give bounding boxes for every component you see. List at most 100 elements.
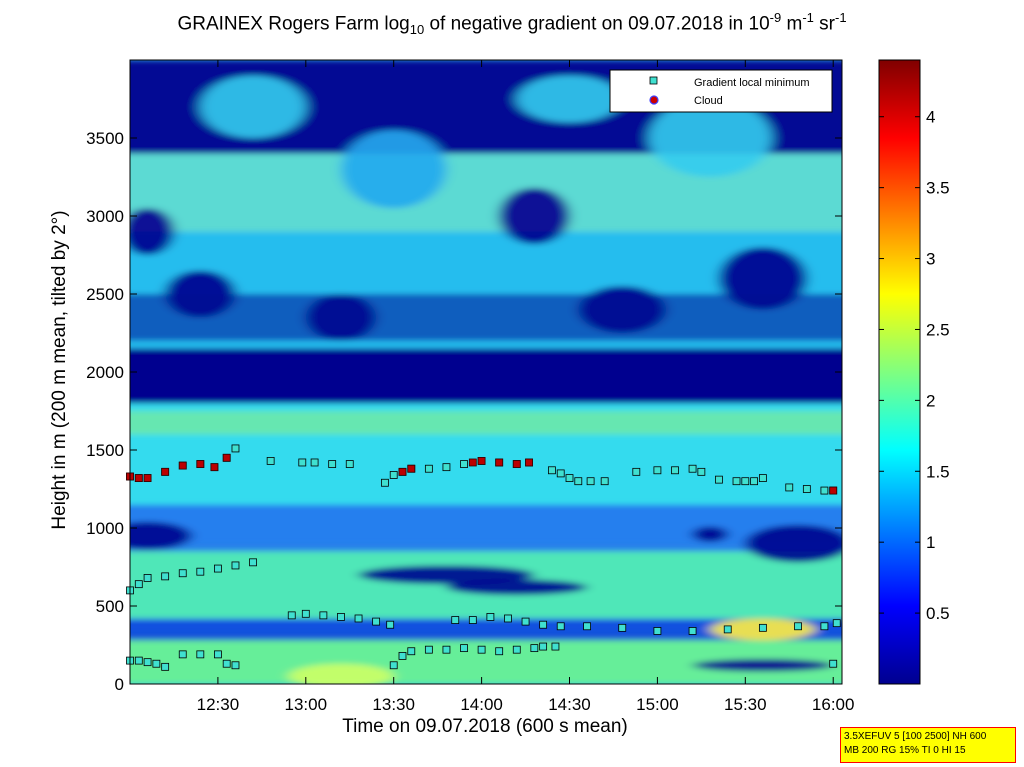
cloud-point [143,474,152,482]
gradient-minimum-point [829,659,838,668]
cloud-point [495,458,504,467]
cloud-point [512,460,521,468]
y-axis-label: Height in m (200 m mean, tilted by 2°) [49,210,70,530]
chart-title: GRAINEX Rogers Farm log10 of negative gr… [177,10,847,38]
x-tick-label: 14:30 [548,695,591,714]
gradient-minimum-point [407,647,416,656]
gradient-minimum-point [732,477,741,486]
y-tick-label: 0 [115,675,124,694]
colorbar-tick-label: 4 [926,108,935,127]
gradient-minimum-point [287,611,296,620]
gradient-minimum-point [386,620,395,629]
cloud-point [468,458,477,467]
legend-label-minimum: Gradient local minimum [694,77,810,89]
gradient-minimum-point [249,558,257,567]
gradient-minimum-point [477,645,486,654]
cloud-point [210,463,219,472]
gradient-minimum-point [715,475,723,484]
gradient-minimum-point [583,622,591,631]
gradient-minimum-point [196,567,205,576]
gradient-minimum-point [231,561,240,570]
gradient-minimum-point [653,627,662,635]
gradient-minimum-point [565,474,574,482]
gradient-minimum-point [460,644,468,653]
gradient-minimum-point [298,458,307,467]
gradient-minimum-point [574,477,583,486]
gradient-minimum-point [758,623,767,632]
gradient-minimum-point [618,623,627,632]
gradient-minimum-point [556,622,565,631]
gradient-minimum-point [196,650,205,659]
gradient-minimum-point [539,642,548,651]
gradient-minimum-point [301,609,310,618]
x-tick-label: 16:00 [812,695,855,714]
cloud-point [407,464,416,473]
gradient-minimum-point [214,650,222,659]
gradient-minimum-point [442,645,451,654]
gradient-minimum-point [556,469,565,478]
gradient-minimum-point [521,617,530,626]
gradient-minimum-point [134,580,143,589]
cloud-point [525,458,533,467]
gradient-minimum-point [551,642,560,651]
gradient-minimum-point [152,659,161,668]
gradient-minimum-point [653,466,662,475]
colorbar-tick-label: 2.5 [926,320,950,339]
gradient-minimum-point [512,645,521,654]
colorbar-tick-label: 1 [926,533,935,552]
gradient-minimum-point [632,467,641,476]
gradient-minimum-point [161,662,170,671]
gradient-minimum-point [381,478,389,487]
gradient-minimum-point [785,483,794,492]
gradient-minimum-point [214,564,222,573]
colorbar-tick-label: 3 [926,250,935,269]
gradient-minimum-point [671,466,679,475]
legend-label-cloud: Cloud [694,95,723,107]
colorbar-tick-label: 3.5 [926,179,950,198]
gradient-minimum-point [389,661,398,670]
y-tick-label: 2500 [86,285,124,304]
cloud-point [829,486,838,495]
x-axis-label: Time on 09.07.2018 (600 s mean) [342,716,628,737]
cloud-point [477,457,486,465]
gradient-minimum-point [688,627,697,635]
gradient-minimum-point [345,460,354,468]
legend-marker-minimum [649,76,658,85]
y-tick-label: 3500 [86,129,124,148]
cloud-point [134,474,143,482]
gradient-minimum-point [310,458,319,467]
gradient-minimum-point [178,569,187,578]
gradient-minimum-point [389,471,398,479]
y-tick-label: 1500 [86,441,124,460]
gradient-minimum-point [161,572,170,581]
gradient-minimum-point [600,477,609,486]
x-tick-label: 15:30 [724,695,767,714]
x-tick-label: 15:00 [636,695,679,714]
gradient-minimum-point [750,477,758,486]
colorbar: 0.5 1 1.5 2 2.5 3 3.5 4 [878,59,950,685]
gradient-minimum-point [758,474,767,482]
settings-info-box: 3.5XEFUV 5 [100 2500] NH 600 MB 200 RG 1… [840,727,1016,763]
gradient-minimum-point [424,645,433,654]
legend: Gradient local minimum Cloud [609,69,833,113]
gradient-minimum-point [424,464,433,473]
gradient-minimum-point [143,574,152,582]
cloud-point [196,460,205,468]
gradient-minimum-point [222,659,231,668]
gradient-minimum-point [586,477,595,486]
x-tick-label: 13:30 [372,695,415,714]
gradient-minimum-point [820,486,829,495]
info-line-1: 3.5XEFUV 5 [100 2500] NH 600 [844,731,987,742]
colorbar-tick-label: 0.5 [926,604,950,623]
cloud-point [178,461,187,470]
marker-layer [126,444,841,671]
legend-marker-cloud [649,95,659,105]
gradient-minimum-point [178,650,187,659]
gradient-minimum-point [688,464,697,473]
gradient-minimum-point [143,658,152,667]
y-tick-label: 1000 [86,519,124,538]
gradient-minimum-point [548,466,556,475]
gradient-minimum-point [460,460,468,468]
x-tick-label: 14:00 [460,695,503,714]
